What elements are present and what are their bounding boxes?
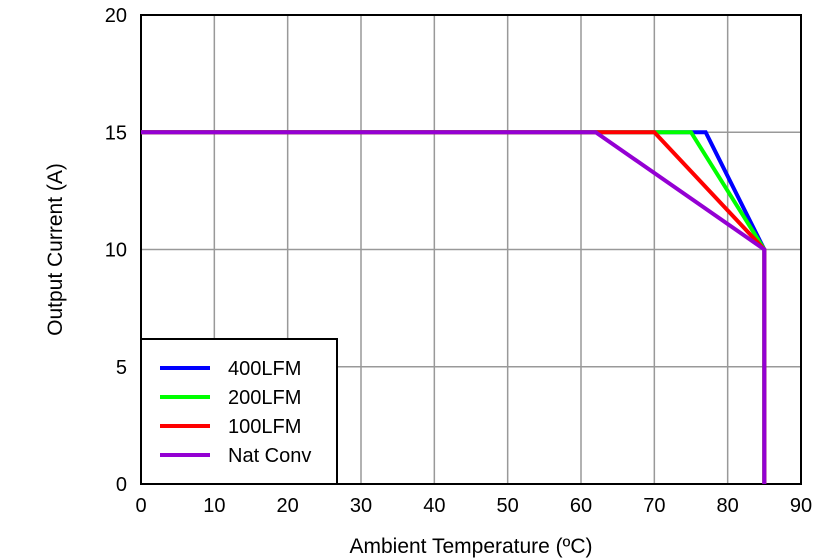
x-tick-label: 50: [497, 495, 519, 517]
y-tick-label: 15: [105, 122, 127, 144]
y-tick-label: 5: [116, 357, 127, 379]
x-axis-label: Ambient Temperature (ºC): [349, 535, 592, 558]
legend-label: 400LFM: [228, 358, 301, 380]
y-tick-label: 0: [116, 474, 127, 496]
x-tick-label: 20: [277, 495, 299, 517]
y-axis-label: Output Current (A): [44, 163, 67, 336]
plot-area: [140, 14, 802, 485]
legend-label: Nat Conv: [228, 445, 311, 467]
x-tick-label: 90: [790, 495, 812, 517]
x-tick-label: 10: [203, 495, 225, 517]
x-tick-label: 80: [717, 495, 739, 517]
x-tick-label: 0: [135, 495, 146, 517]
x-tick-label: 40: [423, 495, 445, 517]
x-tick-label: 60: [570, 495, 592, 517]
series-line-3: [141, 130, 767, 484]
legend: [140, 338, 338, 485]
y-tick-label: 20: [105, 5, 127, 27]
legend-label: 100LFM: [228, 416, 301, 438]
x-tick-label: 70: [643, 495, 665, 517]
legend-label: 200LFM: [228, 387, 301, 409]
x-tick-label: 30: [350, 495, 372, 517]
y-tick-label: 10: [105, 240, 127, 262]
